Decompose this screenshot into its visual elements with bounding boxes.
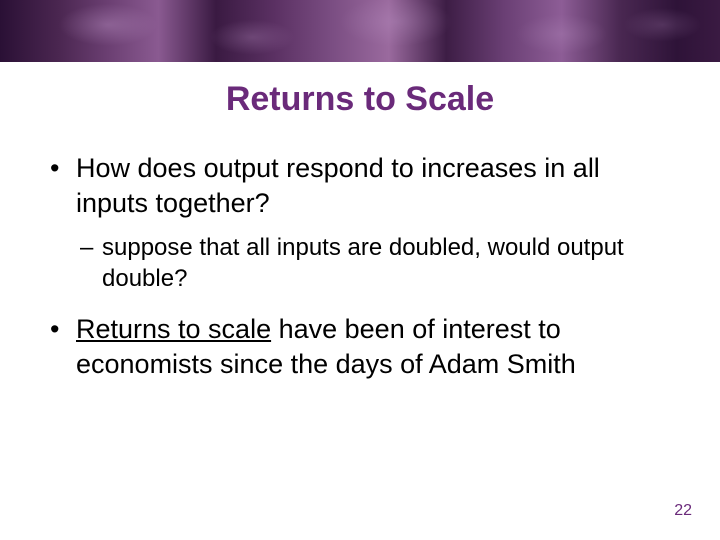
sub-bullet-text: suppose that all inputs are doubled, wou… [102, 234, 624, 292]
bullet-text: How does output respond to increases in … [76, 153, 600, 218]
bullet-item: How does output respond to increases in … [44, 151, 676, 220]
sub-bullet-item: suppose that all inputs are doubled, wou… [44, 232, 676, 294]
bullet-list: How does output respond to increases in … [44, 151, 676, 220]
sub-bullet-list: suppose that all inputs are doubled, wou… [44, 232, 676, 294]
slide-title: Returns to Scale [0, 80, 720, 119]
bullet-text-underlined: Returns to scale [76, 314, 271, 344]
header-banner [0, 0, 720, 62]
bullet-list: Returns to scale have been of interest t… [44, 312, 676, 381]
bullet-item: Returns to scale have been of interest t… [44, 312, 676, 381]
page-number: 22 [674, 502, 692, 520]
slide-body: How does output respond to increases in … [0, 151, 720, 382]
